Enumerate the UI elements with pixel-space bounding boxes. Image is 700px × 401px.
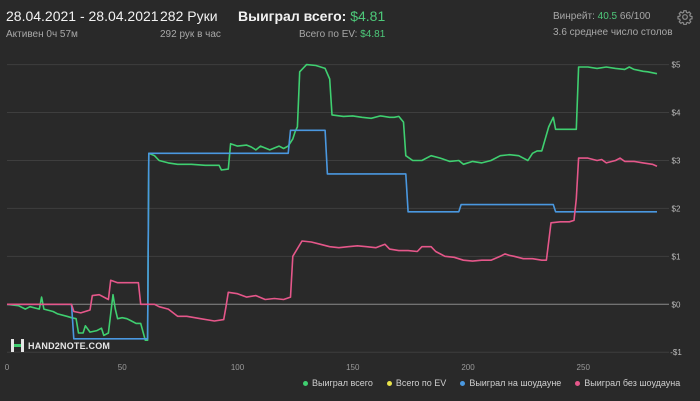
chart-series — [6, 63, 658, 341]
chart-grid — [7, 64, 669, 353]
legend-dot-icon — [303, 380, 308, 386]
chart-axes: $5 $4 $3 $2 $1 $0 -$1 0 50 100 150 200 250 — [5, 61, 683, 372]
y-tick-label: $0 — [672, 300, 681, 309]
chart-legend: Выиграл всего Всего по EV Выиграл на шоу… — [303, 378, 690, 388]
avg-tables: 3.6 среднее число столов — [553, 27, 673, 38]
hands-per-hour: 292 рук в час — [160, 29, 221, 40]
y-tick-label: $1 — [672, 252, 681, 261]
y-tick-label: $3 — [672, 156, 681, 165]
x-tick-label: 100 — [231, 363, 245, 372]
winrate-value: 40.5 — [597, 11, 618, 22]
hands-count: 282 Руки — [160, 8, 218, 24]
legend-item-ev[interactable]: Всего по EV — [386, 378, 447, 388]
x-tick-label: 200 — [461, 363, 475, 372]
legend-label: Выиграл всего — [312, 378, 373, 388]
legend-dot-icon — [460, 380, 466, 386]
series-line — [7, 129, 657, 340]
won-summary: Выиграл всего: $4.81 Всего по EV: $4.81 — [238, 8, 385, 41]
ev-label: Всего по EV: — [298, 29, 358, 40]
legend-label: Выиграл на шоудауне — [469, 378, 562, 388]
legend-label: Выиграл без шоудауна — [584, 378, 681, 388]
winrate-label: Винрейт: — [553, 11, 595, 22]
legend-item-nonshowdown[interactable]: Выиграл без шоудауна — [575, 378, 680, 388]
winrate-count: 66/100 — [619, 11, 651, 22]
legend-dot-icon — [386, 380, 392, 386]
ev-value: $4.81 — [360, 29, 386, 40]
logo-text: HAND2NOTE.COM — [28, 340, 111, 351]
y-tick-label: -$1 — [670, 348, 682, 357]
date-range: 28.04.2021 - 28.04.2021 — [6, 8, 159, 24]
series-line — [6, 63, 658, 341]
hand2note-logo-icon — [11, 339, 24, 352]
x-tick-label: 0 — [5, 363, 10, 372]
won-label: Выиграл всего: — [238, 8, 347, 24]
active-time: Активен 0ч 57м — [6, 29, 78, 40]
gear-icon[interactable] — [677, 9, 693, 25]
legend-label: Всего по EV — [395, 378, 447, 388]
legend-dot-icon — [575, 380, 581, 386]
x-tick-label: 250 — [577, 363, 591, 372]
won-value: $4.81 — [350, 8, 386, 24]
session-summary: 28.04.2021 - 28.04.2021 Активен 0ч 57м — [6, 8, 159, 41]
hand2note-logo: HAND2NOTE.COM — [11, 339, 110, 352]
x-tick-label: 50 — [118, 363, 127, 372]
y-tick-label: $5 — [672, 61, 681, 70]
hands-summary: 282 Руки 292 рук в час — [160, 8, 221, 41]
x-tick-label: 150 — [346, 363, 360, 372]
y-tick-label: $2 — [672, 204, 681, 213]
y-tick-label: $4 — [672, 109, 681, 118]
winrate-summary: Винрейт: 40.5 66/100 3.6 среднее число с… — [553, 8, 673, 39]
legend-item-showdown[interactable]: Выиграл на шоудауне — [460, 378, 561, 388]
series-line — [7, 157, 658, 322]
legend-item-won[interactable]: Выиграл всего — [303, 378, 373, 388]
